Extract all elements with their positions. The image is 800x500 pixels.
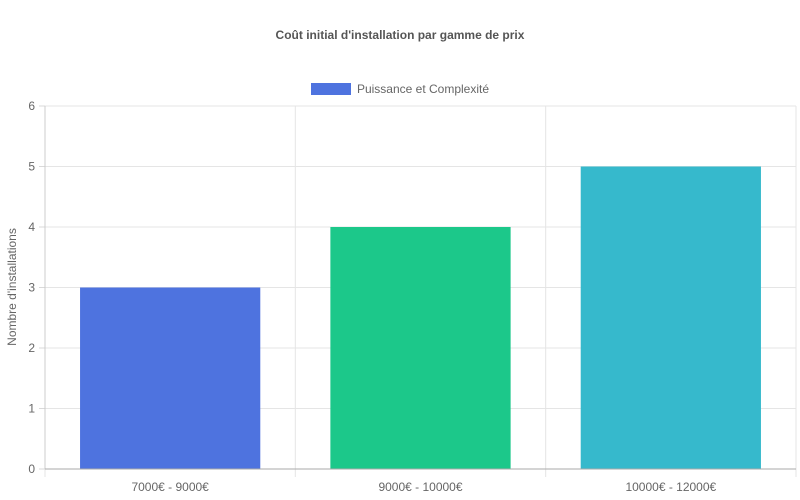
y-tick-label: 6	[28, 99, 35, 113]
legend-swatch	[310, 83, 351, 95]
y-tick-label: 1	[28, 402, 35, 416]
x-tick-labels: 7000€ - 9000€ 9000€ - 10000€ 10000€ - 1200…	[131, 480, 716, 494]
legend-label: Puissance et Complexité	[356, 82, 490, 96]
x-tick-label: 7000€ - 9000€	[131, 480, 209, 494]
bar-3[interactable]	[580, 166, 761, 470]
axes	[39, 105, 796, 470]
x-tick-label: 10000€ - 12000€	[625, 480, 716, 494]
y-tick-label: 3	[28, 281, 35, 295]
y-tick-label: 4	[28, 220, 35, 234]
y-tick-labels: 0 1 2 3 4 5 6	[28, 99, 35, 476]
y-tick-label: 2	[28, 341, 35, 355]
legend[interactable]: Puissance et Complexité	[0, 82, 800, 96]
bar-1[interactable]	[80, 287, 261, 470]
y-tick-label: 5	[28, 160, 35, 174]
bar-2[interactable]	[330, 227, 511, 469]
chart-title: Coût initial d'installation par gamme de…	[275, 28, 525, 42]
bars	[80, 166, 761, 470]
y-tick-label: 0	[28, 462, 35, 476]
x-tick-label: 9000€ - 10000€	[378, 480, 462, 494]
